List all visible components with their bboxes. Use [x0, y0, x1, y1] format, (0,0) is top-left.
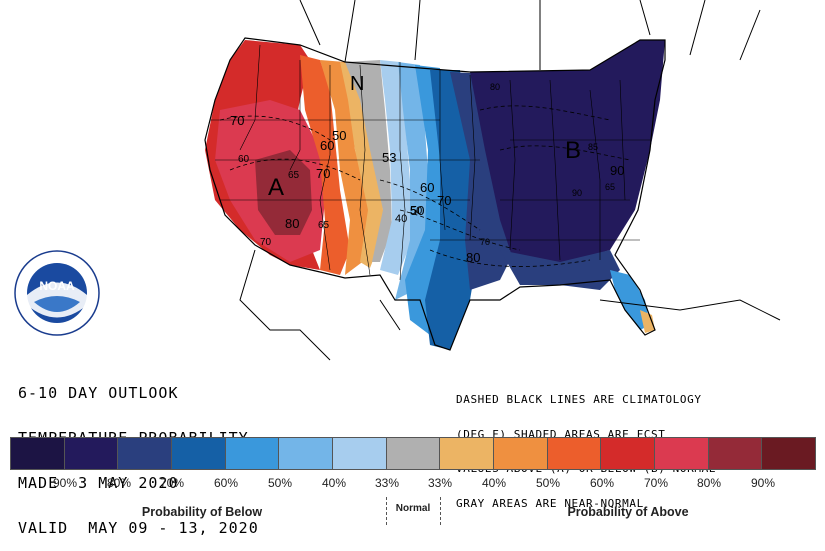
contour-label: 60 [320, 138, 334, 153]
outlook-map: A B N 70 60 65 80 65 50 60 70 70 50 53 6… [204, 0, 781, 361]
contour-label: 60 [238, 154, 250, 165]
normal-divider-left [386, 497, 387, 525]
contour-label: 90 [610, 163, 624, 178]
contour-label: 80 [285, 216, 299, 231]
region-florida-tip [640, 310, 655, 333]
normal-divider-right [440, 497, 441, 525]
contour-label: 50 [410, 205, 422, 217]
caption-above: Probability of Above [567, 505, 689, 519]
contour-label: 60 [420, 180, 434, 195]
region-below-core [470, 40, 665, 265]
legend-swatch [494, 438, 548, 469]
note-line-4: GRAY AREAS ARE NEAR-NORMAL [456, 496, 644, 510]
contour-label: 70 [480, 237, 490, 247]
contour-label: 70 [260, 237, 272, 248]
contour-label: 80 [466, 250, 480, 265]
note-line-1: DASHED BLACK LINES ARE CLIMATOLOGY [456, 393, 702, 406]
contour-label: 70 [230, 113, 244, 128]
below-pct-label: 50% [267, 476, 293, 490]
legend-swatch [279, 438, 334, 469]
canada-lines [299, 0, 761, 70]
below-pct-label: 70% [159, 476, 185, 490]
legend-swatch [333, 438, 387, 469]
contour-label: 65 [318, 220, 330, 231]
state-lines [210, 44, 650, 281]
region-orange-red [300, 55, 350, 275]
contour-label: 65 [288, 170, 300, 181]
legend-swatch [386, 438, 441, 469]
contour-label: 65 [605, 182, 615, 192]
title-line-1: 6-10 DAY OUTLOOK [18, 384, 179, 402]
contour-label: 50 [410, 203, 424, 218]
region-letter-normal: N [350, 73, 364, 95]
contour-label: 50 [332, 128, 346, 143]
us-outline [204, 37, 666, 351]
region-letter-above: A [268, 174, 284, 201]
title-line-3: MADE 3 MAY 2020 [18, 474, 179, 492]
legend-swatch [11, 438, 65, 469]
note-line-2: (DEG F) SHADED AREAS ARE FCST [456, 427, 666, 441]
legend-swatch [655, 438, 709, 469]
legend-swatch [118, 438, 173, 469]
region-above-core [255, 150, 312, 235]
contour-labels: 70 60 65 80 65 50 60 70 70 50 53 60 40 5… [230, 82, 624, 265]
region-orange [320, 60, 370, 275]
region-normal [345, 60, 392, 262]
below-pct-label: 90% [52, 476, 78, 490]
legend-swatch [762, 438, 816, 469]
above-pct-label: 80% [696, 476, 722, 490]
region-florida-blue [610, 270, 650, 330]
region-light-orange [340, 62, 385, 268]
above-pct-label: 33% [427, 476, 453, 490]
legend-swatch [601, 438, 656, 469]
contour-label: 80 [490, 82, 500, 92]
contour-label: 70 [437, 193, 451, 208]
legend-swatch [440, 438, 495, 469]
legend-swatch [547, 438, 602, 469]
below-pct-label: 60% [213, 476, 239, 490]
legend-swatch [225, 438, 280, 469]
noaa-logo-icon: NOAA [14, 250, 100, 336]
above-pct-label: 40% [481, 476, 507, 490]
above-pct-label: 90% [750, 476, 776, 490]
caption-normal: Normal [395, 503, 431, 514]
above-pct-label: 50% [535, 476, 561, 490]
contour-label: 90 [572, 188, 582, 198]
noaa-logo: NOAA [14, 250, 100, 336]
region-letter-below: B [565, 137, 581, 164]
below-pct-label: 40% [321, 476, 347, 490]
legend-swatch [708, 438, 763, 469]
caption-below: Probability of Below [141, 505, 263, 519]
contour-label: 40 [395, 213, 407, 225]
contour-label: 70 [316, 166, 330, 181]
legend-swatch [172, 438, 226, 469]
contour-label: 85 [588, 142, 598, 152]
title-line-4: VALID MAY 09 - 13, 2020 [18, 519, 259, 537]
map-svg: A B N 70 60 65 80 65 50 60 70 70 50 53 6… [204, 0, 781, 361]
above-pct-label: 70% [643, 476, 669, 490]
below-pct-label: 80% [106, 476, 132, 490]
climatology-lines [219, 105, 631, 267]
below-pct-label: 33% [374, 476, 400, 490]
mexico-lines [239, 249, 781, 361]
legend-color-bar [10, 437, 816, 470]
legend-swatch [64, 438, 119, 469]
contour-label: 53 [382, 150, 396, 165]
above-pct-label: 60% [589, 476, 615, 490]
noaa-logo-text: NOAA [39, 279, 75, 293]
